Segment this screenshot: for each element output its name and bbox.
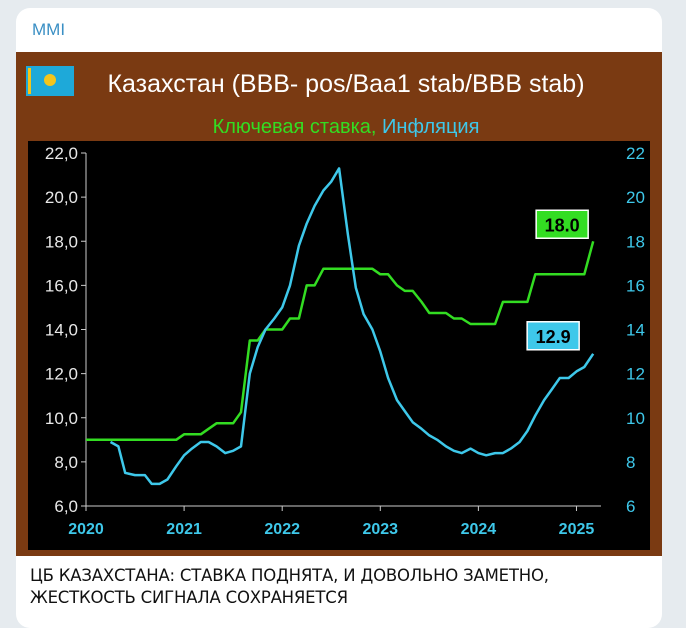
inflation-end-label: 12.9 (526, 321, 580, 351)
left-tick-label: 20,0 (45, 188, 78, 207)
x-tick-label: 2021 (166, 521, 202, 538)
right-tick-label: 20 (626, 188, 645, 207)
chart-subtitle: Ключевая ставка, Инфляция (213, 116, 480, 138)
x-tick-label: 2022 (264, 521, 300, 538)
right-tick-label: 8 (626, 453, 635, 472)
left-tick-label: 10,0 (45, 409, 78, 428)
chart-title: Казахстан (BBB- pos/Baa1 stab/BBB stab) (107, 70, 584, 98)
subtitle-inflation: Инфляция (382, 116, 479, 138)
end-label-text: 18.0 (545, 215, 580, 235)
x-tick-label: 2020 (68, 521, 104, 538)
left-tick-label: 8,0 (54, 453, 78, 472)
x-tick-label: 2024 (461, 521, 497, 538)
left-tick-label: 12,0 (45, 365, 78, 384)
end-label-box (535, 209, 589, 239)
flag-kazakhstan (26, 66, 74, 96)
inflation-series-line (109, 167, 595, 486)
chart-image[interactable]: Казахстан (BBB- pos/Baa1 stab/BBB stab) … (16, 52, 662, 556)
subtitle-separator: , (371, 116, 382, 138)
plot-area: 6,0 8,0 10,0 12,0 14,0 16,0 18,0 20,0 22,0 6 8 10 12… (45, 144, 645, 538)
subtitle-rate: Ключевая ставка (213, 116, 372, 138)
rate-series-line (86, 240, 595, 442)
x-tick-label: 2023 (362, 521, 398, 538)
left-tick-label: 14,0 (45, 321, 78, 340)
post-caption: ЦБ КАЗАХСТАНА: СТАВКА ПОДНЯТА, И ДОВОЛЬН… (30, 565, 650, 609)
right-tick-label: 6 (626, 497, 635, 516)
right-tick-label: 18 (626, 232, 645, 251)
left-tick-label: 6,0 (54, 497, 78, 516)
right-tick-label: 14 (626, 321, 645, 340)
right-tick-label: 12 (626, 365, 645, 384)
message-card: MMI Казахстан (BBB- pos/Baa1 stab/BBB st… (16, 8, 662, 628)
right-tick-label: 22 (626, 144, 645, 163)
end-label-box (526, 321, 580, 351)
left-tick-label: 18,0 (45, 232, 78, 251)
caption-line-2: ЖЕСТКОСТЬ СИГНАЛА СОХРАНЯЕТСЯ (30, 588, 348, 607)
left-tick-label: 22,0 (45, 144, 78, 163)
right-tick-label: 16 (626, 276, 645, 295)
right-tick-label: 10 (626, 409, 645, 428)
left-tick-label: 16,0 (45, 276, 78, 295)
caption-line-1: ЦБ КАЗАХСТАНА: СТАВКА ПОДНЯТА, И ДОВОЛЬН… (30, 566, 549, 585)
x-tick-label: 2025 (559, 521, 595, 538)
channel-name[interactable]: MMI (32, 20, 66, 39)
rate-end-label: 18.0 (535, 209, 589, 239)
end-label-text: 12.9 (536, 327, 571, 347)
